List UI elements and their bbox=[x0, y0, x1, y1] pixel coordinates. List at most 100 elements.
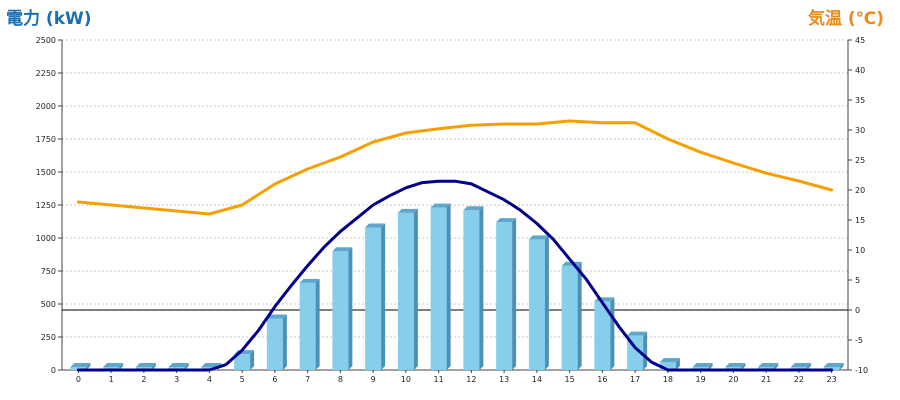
bar-front bbox=[332, 251, 349, 370]
x-tick-label: 12 bbox=[466, 375, 476, 384]
right-tick-label: 30 bbox=[855, 126, 865, 135]
bar-side bbox=[643, 331, 648, 370]
bar bbox=[463, 206, 484, 370]
x-tick-label: 20 bbox=[728, 375, 738, 384]
bar-side bbox=[741, 363, 746, 370]
bar-top bbox=[135, 363, 156, 367]
x-tick-label: 3 bbox=[174, 375, 179, 384]
bar-side bbox=[151, 363, 156, 370]
right-tick-label: -5 bbox=[855, 336, 863, 345]
bar-top bbox=[823, 363, 844, 367]
right-tick-label: 20 bbox=[855, 186, 865, 195]
bar bbox=[528, 235, 549, 370]
bar bbox=[299, 278, 320, 370]
right-tick-label: 15 bbox=[855, 216, 865, 225]
x-tick-label: 11 bbox=[434, 375, 444, 384]
bar-front bbox=[659, 362, 676, 370]
bar-front bbox=[430, 207, 447, 370]
bar-top bbox=[201, 363, 222, 367]
bar-front bbox=[266, 318, 283, 370]
bar bbox=[365, 223, 386, 370]
bar-front bbox=[70, 367, 87, 370]
left-tick-label: 750 bbox=[41, 267, 56, 276]
left-tick-label: 2500 bbox=[36, 36, 56, 45]
x-tick-label: 13 bbox=[499, 375, 509, 384]
bar-side bbox=[413, 208, 418, 370]
bar-front bbox=[496, 222, 513, 370]
bar-front bbox=[234, 354, 251, 370]
bar-side bbox=[282, 314, 287, 370]
x-tick-label: 7 bbox=[305, 375, 310, 384]
right-tick-label: 25 bbox=[855, 156, 865, 165]
bar bbox=[70, 363, 91, 370]
x-axis: 0 1 2 3 4 5 6 7 8 9 10 11 12 13 14 15 16 17 18 19 20 21 22 23 bbox=[62, 369, 848, 384]
bar-top bbox=[725, 363, 746, 367]
x-tick-label: 14 bbox=[532, 375, 542, 384]
bar-side bbox=[839, 363, 844, 370]
bar bbox=[561, 261, 582, 370]
left-tick-label: 250 bbox=[41, 333, 56, 342]
bar-side bbox=[774, 363, 779, 370]
bar-series bbox=[70, 203, 844, 370]
bar-top bbox=[627, 331, 648, 336]
left-tick-label: 1000 bbox=[36, 234, 56, 243]
x-tick-label: 16 bbox=[597, 375, 607, 384]
left-axis: 0 250 500 750 1000 1250 1500 1750 2000 2250 2500 bbox=[36, 36, 63, 375]
bar-top bbox=[266, 314, 287, 319]
x-tick-label: 8 bbox=[338, 375, 343, 384]
bar-front bbox=[365, 227, 382, 370]
right-tick-label: 45 bbox=[855, 36, 865, 45]
bar-top bbox=[463, 206, 484, 211]
bar-top bbox=[758, 363, 779, 367]
right-tick-label: -10 bbox=[855, 366, 868, 375]
left-tick-label: 2000 bbox=[36, 102, 56, 111]
bar-side bbox=[119, 363, 124, 370]
bar bbox=[266, 314, 287, 370]
bar bbox=[332, 247, 353, 370]
bar-top bbox=[332, 247, 353, 252]
x-tick-label: 0 bbox=[76, 375, 81, 384]
bar-top bbox=[365, 223, 386, 228]
left-tick-label: 1250 bbox=[36, 201, 56, 210]
x-tick-label: 22 bbox=[794, 375, 804, 384]
bar-top bbox=[430, 203, 451, 208]
bar bbox=[823, 363, 844, 370]
x-tick-label: 17 bbox=[630, 375, 640, 384]
right-axis: -10 -5 0 5 10 15 20 25 30 35 40 45 bbox=[847, 36, 868, 375]
x-tick-label: 18 bbox=[663, 375, 673, 384]
bar-top bbox=[103, 363, 124, 367]
bar-side bbox=[184, 363, 189, 370]
temperature-line bbox=[76, 119, 834, 216]
bar-top bbox=[299, 278, 320, 283]
x-tick-label: 21 bbox=[761, 375, 771, 384]
bar-top bbox=[168, 363, 189, 367]
left-axis-title: 電力 (kW) bbox=[6, 9, 92, 29]
x-tick-label: 1 bbox=[109, 375, 114, 384]
bar-front bbox=[561, 265, 578, 370]
right-tick-label: 5 bbox=[855, 276, 860, 285]
bar bbox=[397, 208, 418, 370]
bar-side bbox=[446, 203, 451, 370]
bar bbox=[430, 203, 451, 370]
x-tick-label: 4 bbox=[207, 375, 212, 384]
bar-front bbox=[823, 367, 840, 370]
x-tick-label: 6 bbox=[272, 375, 277, 384]
x-tick-label: 23 bbox=[827, 375, 837, 384]
right-tick-label: 40 bbox=[855, 66, 865, 75]
bar-side bbox=[86, 363, 91, 370]
bar bbox=[496, 218, 517, 370]
bar-side bbox=[348, 247, 353, 370]
bar-top bbox=[659, 358, 680, 363]
left-tick-label: 1500 bbox=[36, 168, 56, 177]
right-tick-label: 35 bbox=[855, 96, 865, 105]
right-tick-label: 0 bbox=[855, 306, 860, 315]
left-tick-label: 500 bbox=[41, 300, 56, 309]
bar-top bbox=[790, 363, 811, 367]
bar-top bbox=[397, 208, 418, 213]
bar-side bbox=[250, 350, 255, 370]
x-tick-label: 19 bbox=[696, 375, 706, 384]
bar-side bbox=[544, 235, 549, 370]
bar-side bbox=[479, 206, 484, 370]
bar-side bbox=[577, 261, 582, 370]
